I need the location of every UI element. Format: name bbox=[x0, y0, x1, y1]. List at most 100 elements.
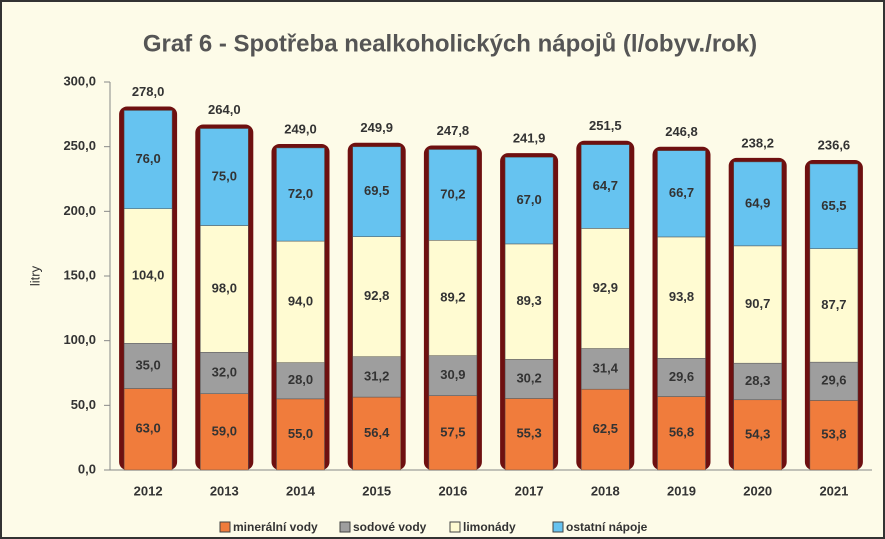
bar-segment bbox=[581, 228, 630, 349]
bar-segment bbox=[504, 243, 554, 360]
total-label: 247,8 bbox=[437, 123, 470, 138]
data-label: 66,7 bbox=[669, 185, 694, 200]
data-label: 54,3 bbox=[745, 426, 770, 441]
data-label: 92,8 bbox=[364, 288, 389, 303]
x-tick-label: 2018 bbox=[591, 483, 620, 498]
y-tick-label: 200,0 bbox=[63, 203, 96, 218]
data-label: 87,7 bbox=[821, 297, 846, 312]
data-label: 89,2 bbox=[440, 289, 465, 304]
data-label: 69,5 bbox=[364, 183, 389, 198]
data-label: 30,2 bbox=[516, 370, 541, 385]
data-label: 90,7 bbox=[745, 296, 770, 311]
data-label: 76,0 bbox=[135, 151, 160, 166]
data-label: 63,0 bbox=[135, 421, 160, 436]
x-tick-label: 2017 bbox=[515, 483, 544, 498]
data-label: 29,6 bbox=[821, 373, 846, 388]
data-label: 28,3 bbox=[745, 373, 770, 388]
data-label: 28,0 bbox=[288, 372, 313, 387]
bar-segment bbox=[504, 398, 554, 471]
data-label: 30,9 bbox=[440, 367, 465, 382]
data-label: 75,0 bbox=[212, 168, 237, 183]
legend-label: ostatní nápoje bbox=[566, 520, 648, 534]
data-label: 104,0 bbox=[132, 267, 165, 282]
bar-segment bbox=[276, 398, 325, 471]
total-label: 264,0 bbox=[208, 102, 241, 117]
bar-segment bbox=[352, 396, 401, 471]
bar-segment bbox=[733, 245, 782, 364]
legend-swatch bbox=[449, 521, 461, 533]
bar-segment bbox=[504, 359, 554, 399]
bar-segment bbox=[504, 157, 554, 245]
data-label: 94,0 bbox=[288, 293, 313, 308]
total-label: 249,9 bbox=[360, 120, 393, 135]
bar-segment bbox=[581, 348, 630, 390]
bar-segment bbox=[123, 208, 173, 344]
data-label: 64,7 bbox=[593, 178, 618, 193]
total-label: 236,6 bbox=[818, 137, 851, 152]
data-label: 55,3 bbox=[516, 426, 541, 441]
bar-segment bbox=[809, 361, 859, 401]
bar-segment bbox=[428, 240, 478, 356]
bar-segment bbox=[809, 248, 859, 363]
x-tick-label: 2015 bbox=[362, 483, 391, 498]
data-label: 55,0 bbox=[288, 426, 313, 441]
data-label: 35,0 bbox=[135, 357, 160, 372]
x-tick-label: 2021 bbox=[819, 483, 848, 498]
data-label: 32,0 bbox=[212, 364, 237, 379]
bar-segment bbox=[200, 352, 249, 394]
bar-segment bbox=[657, 236, 706, 359]
bar-segment bbox=[657, 358, 706, 397]
bar-segment bbox=[581, 388, 630, 471]
y-tick-label: 0,0 bbox=[78, 461, 96, 476]
data-label: 57,5 bbox=[440, 424, 465, 439]
data-label: 56,4 bbox=[364, 425, 390, 440]
x-tick-label: 2014 bbox=[286, 483, 316, 498]
bar-segment bbox=[276, 240, 325, 363]
data-label: 70,2 bbox=[440, 186, 465, 201]
data-label: 29,6 bbox=[669, 369, 694, 384]
legend-swatch bbox=[339, 521, 351, 533]
data-label: 62,5 bbox=[593, 421, 618, 436]
total-label: 251,5 bbox=[589, 118, 622, 133]
bar-segment bbox=[428, 149, 478, 241]
data-label: 67,0 bbox=[516, 192, 541, 207]
total-label: 238,2 bbox=[741, 135, 774, 150]
data-label: 31,2 bbox=[364, 368, 389, 383]
data-label: 72,0 bbox=[288, 186, 313, 201]
bar-segment bbox=[581, 144, 630, 229]
data-label: 56,8 bbox=[669, 425, 694, 440]
bar-segment bbox=[733, 161, 782, 247]
bar-segment bbox=[200, 128, 249, 226]
y-axis-label: litry bbox=[27, 265, 42, 286]
x-tick-label: 2020 bbox=[743, 483, 772, 498]
bar-segment bbox=[352, 146, 401, 237]
bar-segment bbox=[352, 236, 401, 357]
data-label: 31,4 bbox=[593, 360, 619, 375]
chart-title: Graf 6 - Spotřeba nealkoholických nápojů… bbox=[143, 30, 757, 57]
bar-segment bbox=[733, 362, 782, 401]
total-label: 249,0 bbox=[284, 121, 317, 136]
bar-segment bbox=[123, 388, 173, 471]
total-label: 278,0 bbox=[132, 84, 165, 99]
data-label: 64,9 bbox=[745, 195, 770, 210]
data-label: 59,0 bbox=[212, 423, 237, 438]
legend-label: minerální vody bbox=[233, 520, 318, 534]
bar-segment bbox=[276, 362, 325, 400]
data-label: 53,8 bbox=[821, 427, 846, 442]
data-label: 92,9 bbox=[593, 280, 618, 295]
data-label: 89,3 bbox=[516, 293, 541, 308]
legend-label: sodové vody bbox=[353, 520, 427, 534]
x-tick-label: 2012 bbox=[134, 483, 163, 498]
legend-swatch bbox=[219, 521, 231, 533]
data-label: 98,0 bbox=[212, 280, 237, 295]
total-label: 241,9 bbox=[513, 131, 546, 146]
data-label: 93,8 bbox=[669, 289, 694, 304]
data-label: 65,5 bbox=[821, 198, 846, 213]
x-tick-label: 2016 bbox=[438, 483, 467, 498]
bar-segment bbox=[428, 355, 478, 396]
y-tick-label: 50,0 bbox=[71, 397, 96, 412]
y-tick-label: 150,0 bbox=[63, 267, 96, 282]
bar-segment bbox=[123, 110, 173, 209]
bar-segment bbox=[123, 343, 173, 389]
bar-segment bbox=[657, 396, 706, 471]
